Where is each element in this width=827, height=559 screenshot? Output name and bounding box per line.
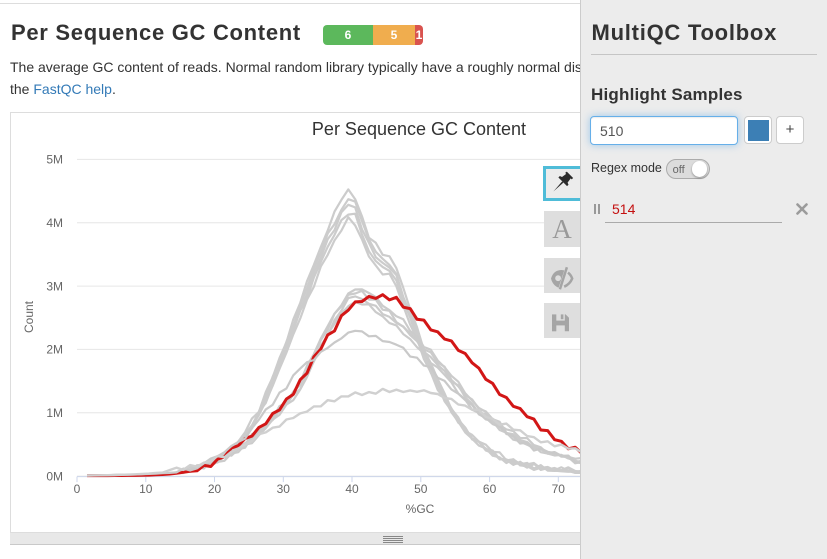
- svg-text:%GC: %GC: [406, 502, 435, 516]
- svg-text:3M: 3M: [46, 279, 63, 293]
- svg-text:20: 20: [208, 482, 222, 496]
- svg-text:10: 10: [139, 482, 153, 496]
- svg-text:4M: 4M: [46, 216, 63, 230]
- svg-text:30: 30: [277, 482, 291, 496]
- svg-text:60: 60: [483, 482, 497, 496]
- svg-text:2M: 2M: [46, 343, 63, 357]
- svg-text:5M: 5M: [46, 153, 63, 167]
- svg-text:70: 70: [552, 482, 566, 496]
- svg-text:40: 40: [345, 482, 359, 496]
- svg-text:Count: Count: [22, 300, 36, 333]
- svg-text:1M: 1M: [46, 406, 63, 420]
- svg-text:0M: 0M: [46, 469, 63, 483]
- svg-text:0: 0: [74, 482, 81, 496]
- svg-text:Per Sequence GC Content: Per Sequence GC Content: [312, 119, 526, 139]
- svg-text:50: 50: [414, 482, 428, 496]
